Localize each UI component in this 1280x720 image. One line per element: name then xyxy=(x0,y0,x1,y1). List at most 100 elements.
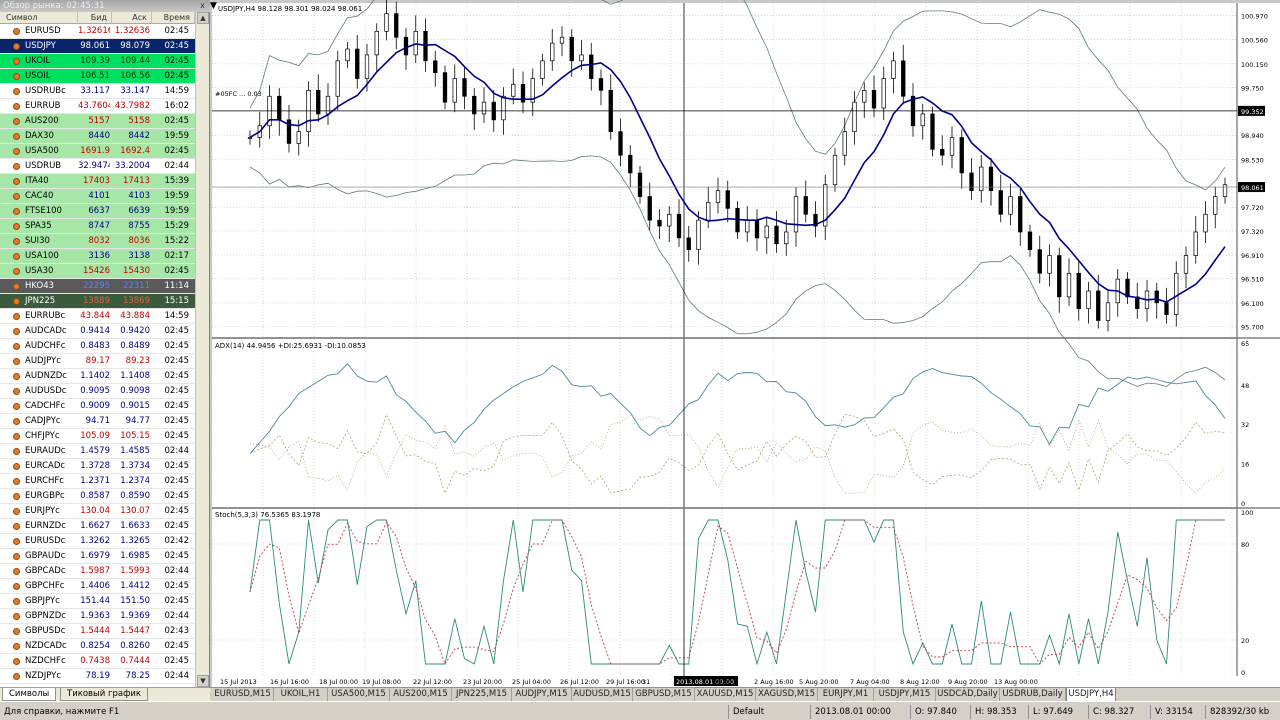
bid-value: 94.71 xyxy=(85,416,110,426)
market-watch-row[interactable]: EURRUB 43.7604 43.7982 16:02 xyxy=(0,99,195,114)
market-watch-scrollbar[interactable]: ▲ ▼ xyxy=(195,12,209,687)
column-header-ask[interactable]: Аск xyxy=(112,12,152,24)
chart-tab[interactable]: AUS200,M15 xyxy=(390,688,452,701)
market-watch-row[interactable]: EURRUBc 43.844 43.884 14:59 xyxy=(0,309,195,324)
chart-tab[interactable]: UKOIL,H1 xyxy=(274,688,328,701)
candle-body xyxy=(667,213,672,227)
status-profile[interactable]: Default xyxy=(728,705,810,719)
symbol-name: CHFJPYc xyxy=(25,431,60,441)
market-watch-row[interactable]: USA500 1691.9 1692.4 02:45 xyxy=(0,144,195,159)
market-watch-row[interactable]: EURJPYc 130.04 130.07 02:45 xyxy=(0,504,195,519)
time-value: 02:42 xyxy=(164,536,190,546)
chart-tab[interactable]: USDCAD,Daily xyxy=(936,688,1000,701)
market-watch-row[interactable]: USDRUB 32.9474 33.2004 02:44 xyxy=(0,159,195,174)
market-watch-row[interactable]: GBPJPYc 151.44 151.50 02:45 xyxy=(0,594,195,609)
candle-body xyxy=(784,231,789,245)
candle-body xyxy=(618,131,623,156)
chart-tab[interactable]: USA500,M15 xyxy=(328,688,390,701)
chart-window[interactable]: 100.970 100.560 100.150 99.750 99.352 98.940 9… xyxy=(210,0,1280,687)
chart-tab[interactable]: AUDUSD,M15 xyxy=(572,688,633,701)
market-watch-row[interactable]: NZDCADc 0.8254 0.8260 02:45 xyxy=(0,639,195,654)
market-watch-row[interactable]: SUI30 8032 8036 15:22 xyxy=(0,234,195,249)
market-watch-row[interactable]: EURAUDc 1.4579 1.4585 02:44 xyxy=(0,444,195,459)
chart-tab[interactable]: EURJPY,M1 xyxy=(818,688,874,701)
chart-tab[interactable]: XAUUSD,M15 xyxy=(695,688,756,701)
candle-body xyxy=(1086,290,1091,310)
time-value: 11:14 xyxy=(164,281,190,291)
market-watch-row[interactable]: GBPCADc 1.5987 1.5993 02:44 xyxy=(0,564,195,579)
symbol-name: CAC40 xyxy=(25,191,54,201)
chart-canvas[interactable]: 100.970 100.560 100.150 99.750 99.352 98.940 9… xyxy=(210,0,1280,687)
candle-body xyxy=(647,196,652,221)
market-watch-row[interactable]: FTSE100 6637 6639 19:59 xyxy=(0,204,195,219)
market-watch-row[interactable]: EURCHFc 1.2371 1.2374 02:45 xyxy=(0,474,195,489)
market-watch-row[interactable]: AUDJPYc 89.17 89.23 02:45 xyxy=(0,354,195,369)
column-header-symbol[interactable]: Символ xyxy=(0,12,78,24)
chart-tab[interactable]: XAGUSD,M15 xyxy=(756,688,818,701)
column-header-time[interactable]: Время xyxy=(152,12,195,24)
candle-body xyxy=(403,36,409,56)
market-watch-row[interactable]: EURUSD 1.32616 1.32636 02:45 xyxy=(0,24,195,39)
adx-axis-label: 32 xyxy=(1241,421,1249,429)
market-watch-row[interactable]: AUS200 5157 5158 02:45 xyxy=(0,114,195,129)
scroll-up-icon[interactable]: ▲ xyxy=(197,12,209,24)
market-watch-row[interactable]: EURCADc 1.3728 1.3734 02:45 xyxy=(0,459,195,474)
market-watch-row[interactable]: AUDNZDc 1.1402 1.1408 02:45 xyxy=(0,369,195,384)
candle-body xyxy=(501,95,506,121)
chart-tab[interactable]: USDRUB,Daily xyxy=(1000,688,1066,701)
market-watch-row[interactable]: CHFJPYc 105.09 105.15 02:45 xyxy=(0,429,195,444)
candle-body xyxy=(1037,249,1042,274)
market-watch-row[interactable]: UKOIL 109.39 109.44 02:45 xyxy=(0,54,195,69)
market-watch-row[interactable]: EURNZDc 1.6627 1.6633 02:45 xyxy=(0,519,195,534)
bid-value: 1.6627 xyxy=(80,521,110,531)
chart-tab[interactable]: EURUSD,M15 xyxy=(212,688,274,701)
chart-tab[interactable]: USDJPY,H4 xyxy=(1066,688,1116,701)
candle-body xyxy=(676,213,682,239)
market-watch-row[interactable]: USA30 15426 15430 02:45 xyxy=(0,264,195,279)
candle-body xyxy=(540,60,545,79)
market-watch-row[interactable]: ITA40 17403 17413 15:39 xyxy=(0,174,195,189)
market-watch-row[interactable]: AUDUSDc 0.9095 0.9098 02:45 xyxy=(0,384,195,399)
price-marker xyxy=(1238,182,1265,193)
chart-tab[interactable]: AUDJPY,M15 xyxy=(512,688,572,701)
market-watch-row[interactable]: USDRUBc 33.117 33.147 14:59 xyxy=(0,84,195,99)
chart-tab[interactable]: JPN225,M15 xyxy=(452,688,512,701)
market-watch-row[interactable]: CADJPYc 94.71 94.77 02:45 xyxy=(0,414,195,429)
market-watch-row[interactable]: NZDJPYc 78.19 78.25 02:44 xyxy=(0,669,195,684)
symbol-icon xyxy=(13,178,20,185)
bid-value: 0.9095 xyxy=(80,386,110,396)
symbol-icon xyxy=(13,88,20,95)
symbol-name: AUDUSDc xyxy=(25,386,67,396)
market-watch-row[interactable]: USA100 3136 3138 02:17 xyxy=(0,249,195,264)
market-watch-row[interactable]: CAC40 4101 4103 19:59 xyxy=(0,189,195,204)
market-watch-row[interactable]: EURGBPc 0.8587 0.8590 02:45 xyxy=(0,489,195,504)
candle-body xyxy=(969,172,974,192)
market-watch-row[interactable]: SPA35 8747 8755 15:29 xyxy=(0,219,195,234)
market-watch-row[interactable]: DAX30 8440 8442 19:59 xyxy=(0,129,195,144)
tab-tick-chart[interactable]: Тиковый график xyxy=(60,688,148,701)
market-watch-row[interactable]: HKO43 22295 22311 11:14 xyxy=(0,279,195,294)
market-watch-row[interactable]: EURUSDc 1.3262 1.3265 02:42 xyxy=(0,534,195,549)
market-watch-row[interactable]: GBPAUDc 1.6979 1.6985 02:45 xyxy=(0,549,195,564)
market-watch-row[interactable]: GBPNZDc 1.9363 1.9369 02:44 xyxy=(0,609,195,624)
market-watch-row[interactable]: GBPCHFc 1.4406 1.4412 02:45 xyxy=(0,579,195,594)
scroll-down-icon[interactable]: ▼ xyxy=(197,675,209,687)
market-watch-row[interactable]: GBPUSDc 1.5444 1.5447 02:43 xyxy=(0,624,195,639)
column-header-bid[interactable]: Бид xyxy=(78,12,112,24)
symbol-icon xyxy=(13,628,20,635)
symbol-icon xyxy=(13,163,20,170)
chart-menu-icon[interactable]: ▼ xyxy=(210,1,217,11)
chart-tab[interactable]: USDJPY,M15 xyxy=(874,688,936,701)
tab-symbols[interactable]: Символы xyxy=(2,688,57,701)
chart-tab[interactable]: GBPUSD,M15 xyxy=(633,688,695,701)
close-icon[interactable]: x xyxy=(200,1,205,10)
candle-body xyxy=(745,219,750,233)
market-watch-row[interactable]: JPN225 13889 13869 15:15 xyxy=(0,294,195,309)
market-watch-row[interactable]: AUDCADc 0.9414 0.9420 02:45 xyxy=(0,324,195,339)
market-watch-row[interactable]: NZDCHFc 0.7438 0.7444 02:45 xyxy=(0,654,195,669)
ask-value: 13869 xyxy=(122,296,150,306)
market-watch-row[interactable]: USOIL 106.51 106.56 02:45 xyxy=(0,69,195,84)
market-watch-row[interactable]: CADCHFc 0.9009 0.9015 02:45 xyxy=(0,399,195,414)
market-watch-row[interactable]: USDJPY 98.061 98.079 02:45 xyxy=(0,39,195,54)
market-watch-row[interactable]: AUDCHFc 0.8483 0.8489 02:45 xyxy=(0,339,195,354)
